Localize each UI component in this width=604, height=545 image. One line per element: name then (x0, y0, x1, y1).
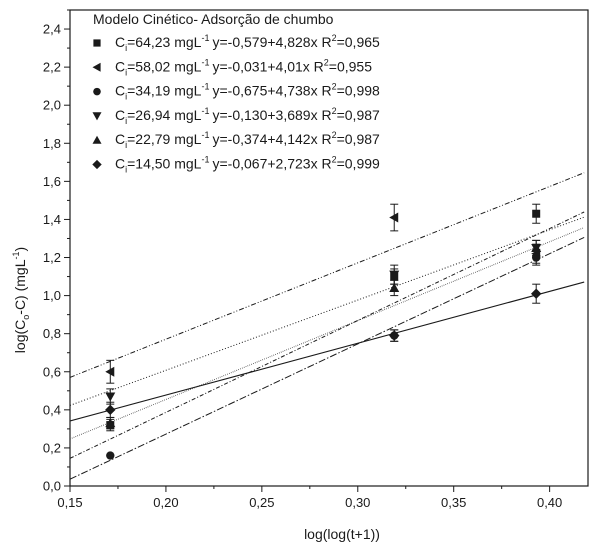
x-axis-title: log(log(t+1)) (304, 526, 380, 542)
fit-line (70, 227, 585, 440)
y-tick-label: 1,2 (43, 250, 61, 265)
x-tick-label: 0,15 (57, 495, 82, 510)
legend-marker (92, 135, 102, 144)
x-tick-label: 0,30 (345, 495, 370, 510)
y-tick-label: 0,2 (43, 440, 61, 455)
y-tick-label: 1,0 (43, 288, 61, 303)
legend-entry: Ci=64,23 mgL-1 y=-0,579+4,828x R2=0,965 (115, 33, 380, 53)
plot-frame (69, 9, 589, 487)
plot-area (70, 172, 585, 480)
legend-marker (92, 112, 102, 121)
y-tick-label: 2,4 (43, 22, 61, 37)
legend-marker (93, 87, 101, 96)
legend-entry: Ci=22,79 mgL-1 y=-0,374+4,142x R2=0,987 (115, 130, 380, 150)
y-tick-label: 0,6 (43, 364, 61, 379)
data-point (389, 282, 400, 292)
fit-line (70, 216, 585, 406)
fit-line (70, 211, 585, 459)
axes: 0,15 0,20 0,25 0,30 0,35 0,40 0,0 0,2 0,4 0,6 0,8 1… (43, 9, 589, 510)
y-tick-label: 2,2 (43, 60, 61, 75)
legend-marker (92, 62, 101, 72)
legend-marker (93, 39, 101, 47)
data-point (389, 270, 400, 280)
data-point (105, 418, 116, 428)
fit-lines (70, 172, 585, 480)
x-tick-label: 0,40 (537, 495, 562, 510)
fit-line (70, 172, 585, 378)
y-tick-label: 1,4 (43, 212, 61, 227)
data-points (105, 203, 542, 460)
y-tick-label: 0,8 (43, 326, 61, 341)
y-tick-label: 1,8 (43, 136, 61, 151)
fit-line (70, 236, 585, 480)
data-point (105, 404, 116, 416)
legend: Ci=64,23 mgL-1 y=-0,579+4,828x R2=0,965 Ci… (92, 33, 380, 175)
chart-title: Modelo Cinético- Adsorção de chumbo (93, 11, 334, 27)
data-point (389, 330, 400, 341)
data-point (389, 212, 399, 223)
data-point (105, 366, 115, 377)
y-tick-label: 0,4 (43, 402, 61, 417)
x-tick-label: 0,25 (249, 495, 274, 510)
data-point (105, 392, 116, 402)
x-tick-label: 0,35 (441, 495, 466, 510)
legend-entry: Ci=58,02 mgL-1 y=-0,031+4,01x R2=0,955 (115, 57, 372, 77)
legend-entry: Ci=34,19 mgL-1 y=-0,675+4,738x R2=0,998 (115, 82, 380, 102)
legend-entry: Ci=26,94 mgL-1 y=-0,130+3,689x R2=0,987 (115, 106, 380, 126)
legend-marker (92, 159, 102, 170)
y-tick-label: 0,0 (43, 479, 61, 494)
y-tick-label: 1,6 (43, 174, 61, 189)
data-point (106, 451, 115, 460)
fit-line (70, 281, 585, 422)
y-tick-label: 2,0 (43, 98, 61, 113)
data-point (532, 209, 541, 218)
y-axis-title: log(Co-C) (mgL-1) (11, 247, 31, 353)
x-tick-label: 0,20 (153, 495, 178, 510)
legend-entry: Ci=14,50 mgL-1 y=-0,067+2,723x R2=0,999 (115, 155, 380, 175)
data-point (531, 288, 542, 299)
data-point (531, 243, 542, 252)
